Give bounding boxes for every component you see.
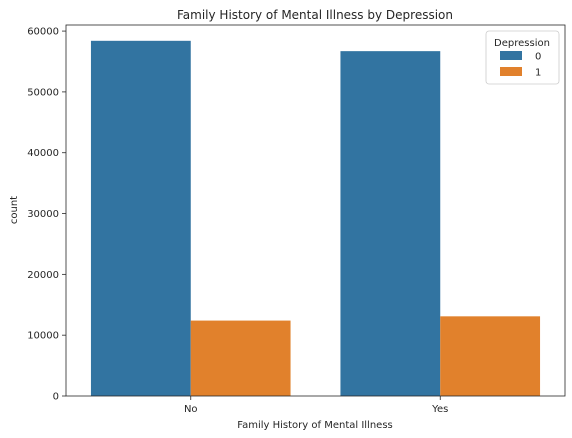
bar-yes-depression-0 [340,51,441,396]
chart-title: Family History of Mental Illness by Depr… [177,8,453,22]
bars-group [90,40,541,397]
legend: Depression 0 1 [485,30,560,85]
legend-label-1: 1 [535,68,541,79]
y-tick-label: 30000 [27,209,59,220]
y-axis-ticks: 0 10000 20000 30000 40000 50000 60000 [27,27,66,403]
x-tick-label: Yes [431,404,448,415]
y-axis-label: count [9,196,20,224]
y-tick-label: 40000 [27,148,59,159]
bar-yes-depression-1 [440,316,541,396]
y-tick-label: 0 [53,392,59,403]
y-tick-label: 20000 [27,270,59,281]
y-tick-label: 60000 [27,27,59,38]
x-axis-label: Family History of Mental Illness [237,420,392,431]
x-tick-label: No [184,404,198,415]
x-axis-ticks: No Yes [184,396,448,415]
bar-no-depression-1 [190,320,291,396]
y-tick-label: 50000 [27,87,59,98]
bar-no-depression-0 [90,40,191,397]
legend-title: Depression [494,38,550,49]
y-tick-label: 10000 [27,331,59,342]
legend-swatch-1 [500,67,522,76]
legend-swatch-0 [500,51,522,60]
legend-label-0: 0 [535,52,541,63]
plot-frame [65,24,566,397]
